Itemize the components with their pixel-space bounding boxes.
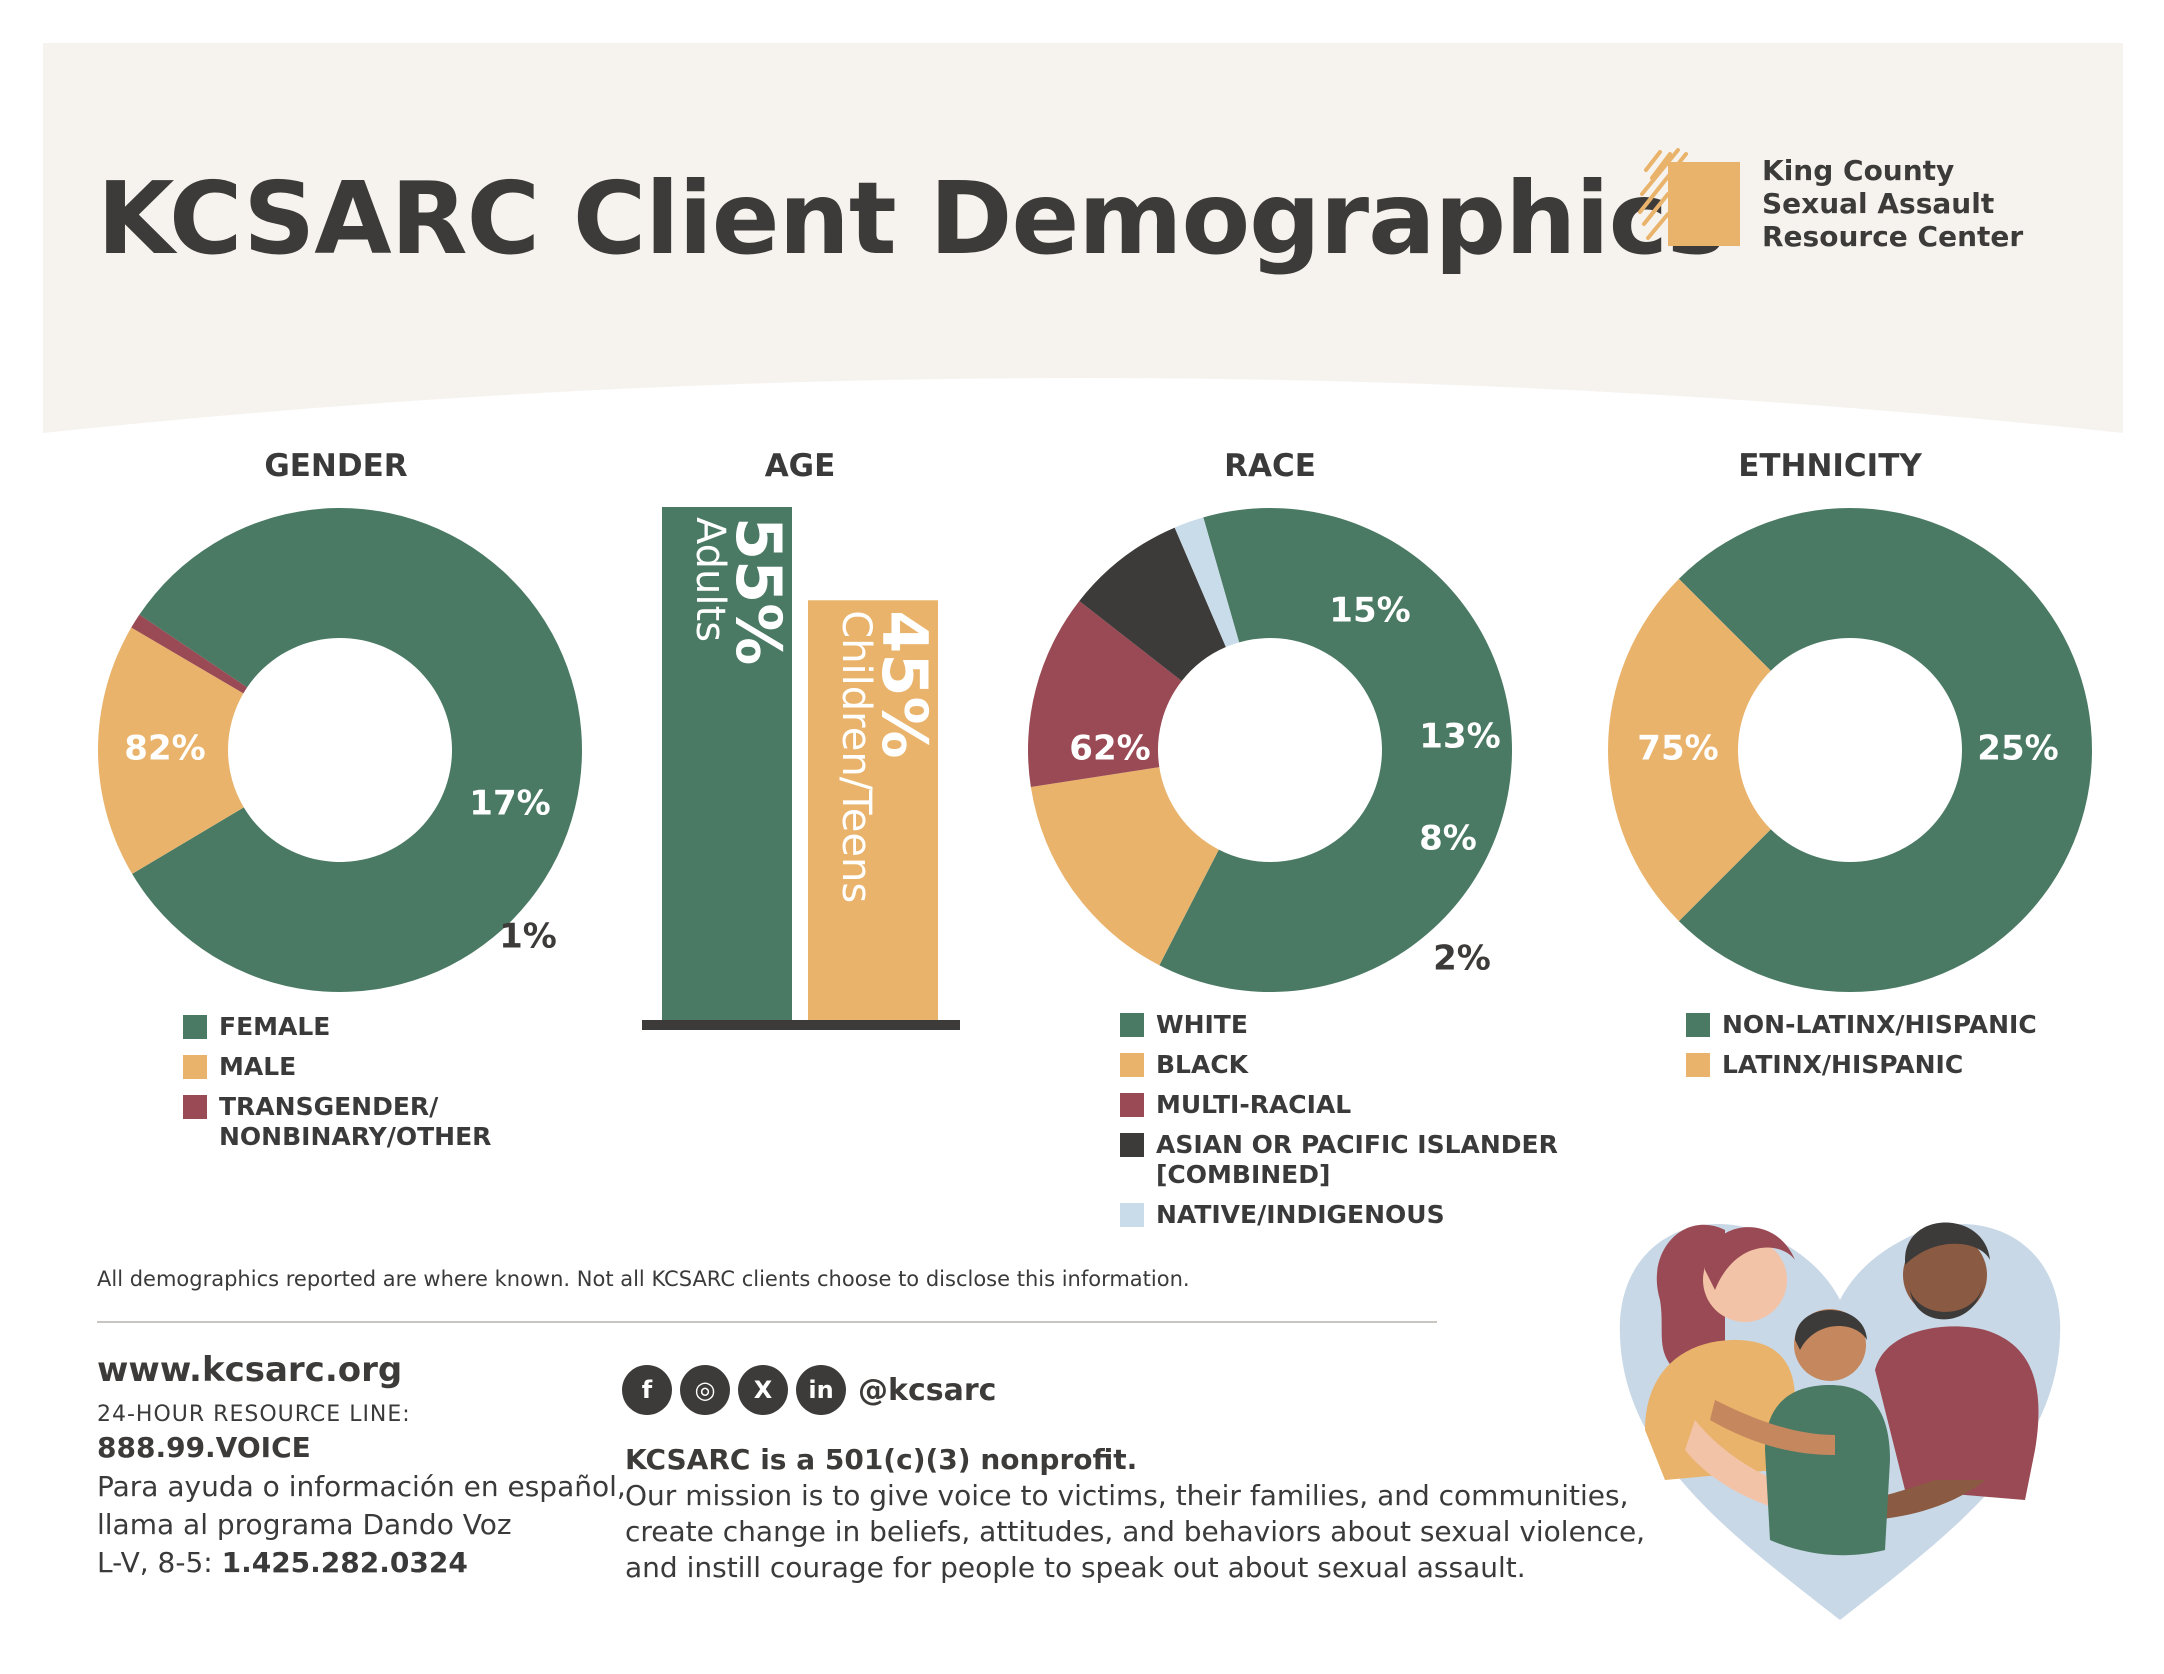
age-value-children-teens: 45%	[868, 610, 941, 758]
race-legend-item: ASIAN OR PACIFIC ISLANDER [COMBINED]	[1120, 1130, 1558, 1190]
mission-line-1: Our mission is to give voice to victims,…	[625, 1479, 1629, 1512]
legend-swatch	[1120, 1013, 1144, 1037]
header-band	[43, 43, 2123, 433]
race-slice-asian-or-pacific-islander	[1079, 527, 1226, 682]
race-slice-multi-racial	[1028, 601, 1182, 788]
contact-block: www.kcsarc.org 24-HOUR RESOURCE LINE: 88…	[97, 1350, 637, 1582]
legend-swatch	[1120, 1053, 1144, 1077]
legend-label: NATIVE/INDIGENOUS	[1156, 1200, 1445, 1229]
spanish-hours: L-V, 8-5:	[97, 1546, 222, 1579]
legend-swatch	[1686, 1053, 1710, 1077]
spanish-line-3: L-V, 8-5: 1.425.282.0324	[97, 1544, 637, 1582]
legend-label: BLACK	[1156, 1050, 1249, 1079]
race-slice-black	[1030, 767, 1219, 966]
legend-label: NON-LATINX/HISPANIC	[1722, 1010, 2037, 1039]
race-legend-item: NATIVE/INDIGENOUS	[1120, 1200, 1558, 1230]
ethnicity-slice-latinx-hispanic	[1608, 578, 1771, 922]
legend-swatch	[183, 1095, 207, 1119]
race-slice-white	[1159, 508, 1512, 992]
race-label-white: 62%	[1069, 729, 1150, 769]
gender-heading: GENDER	[264, 448, 408, 484]
gender-label-male: 17%	[469, 784, 550, 824]
social-handle[interactable]: @kcsarc	[858, 1372, 997, 1408]
race-legend: WHITE BLACK MULTI-RACIAL ASIAN OR PACIFIC I…	[1120, 1010, 1558, 1240]
gender-slice-transgender	[131, 614, 248, 694]
legend-label: FEMALE	[219, 1012, 331, 1041]
resource-line-label: 24-HOUR RESOURCE LINE:	[97, 1402, 411, 1427]
website-link[interactable]: www.kcsarc.org	[97, 1350, 403, 1390]
age-category-adults: Adults	[687, 517, 733, 642]
social-links: f ◎ X in @kcsarc	[622, 1365, 996, 1415]
legend-label: MALE	[219, 1052, 297, 1081]
ethnicity-heading: ETHNICITY	[1738, 448, 1922, 484]
spanish-phone[interactable]: 1.425.282.0324	[221, 1546, 468, 1579]
x-icon[interactable]: X	[738, 1365, 788, 1415]
page-title: KCSARC Client Demographics	[97, 160, 1726, 277]
gender-legend-item: FEMALE	[183, 1012, 491, 1042]
facebook-icon[interactable]: f	[622, 1365, 672, 1415]
legend-label: LATINX/HISPANIC	[1722, 1050, 1964, 1079]
legend-swatch	[183, 1055, 207, 1079]
legend-swatch	[1120, 1133, 1144, 1157]
ethnicity-legend-item: LATINX/HISPANIC	[1686, 1050, 2037, 1080]
legend-swatch	[1120, 1203, 1144, 1227]
gender-label-transgender: 1%	[499, 917, 557, 957]
legend-label: TRANSGENDER/ NONBINARY/OTHER	[219, 1092, 492, 1151]
age-value-adults: 55%	[722, 517, 795, 665]
logo-line-1: King County	[1762, 154, 1955, 187]
race-slice-native-indigenous	[1174, 517, 1240, 648]
race-donut-chart: 62% 15% 13% 8% 2%	[1028, 508, 1512, 992]
logo-line-2: Sexual Assault	[1762, 187, 1995, 220]
mission-block: KCSARC is a 501(c)(3) nonprofit. Our mis…	[625, 1443, 1655, 1586]
age-heading: AGE	[764, 448, 836, 484]
ethnicity-donut-chart: 75% 25%	[1608, 507, 2092, 992]
gender-legend-item: MALE	[183, 1052, 491, 1082]
logo-line-3: Resource Center	[1762, 220, 2024, 253]
nonprofit-statement: KCSARC is a 501(c)(3) nonprofit.	[625, 1443, 1138, 1476]
race-legend-item: WHITE	[1120, 1010, 1558, 1040]
race-legend-item: BLACK	[1120, 1050, 1558, 1080]
race-heading: RACE	[1224, 448, 1316, 484]
disclaimer: All demographics reported are where know…	[97, 1267, 1190, 1291]
legend-swatch	[1686, 1013, 1710, 1037]
mission-line-3: and instill courage for people to speak …	[625, 1551, 1526, 1584]
mission-line-2: create change in beliefs, attitudes, and…	[625, 1515, 1646, 1548]
legend-swatch	[183, 1015, 207, 1039]
age-bar-children-teens	[808, 600, 938, 1020]
legend-label: MULTI-RACIAL	[1156, 1090, 1352, 1119]
linkedin-icon[interactable]: in	[796, 1365, 846, 1415]
age-bar-adults	[662, 507, 792, 1020]
spanish-line-1: Para ayuda o información en español,	[97, 1470, 626, 1503]
instagram-icon[interactable]: ◎	[680, 1365, 730, 1415]
race-label-native-indigenous: 2%	[1433, 939, 1491, 979]
gender-legend: FEMALE MALE TRANSGENDER/ NONBINARY/OTHER	[183, 1012, 491, 1162]
logo-mark	[1638, 148, 1740, 246]
legend-swatch	[1120, 1093, 1144, 1117]
race-legend-item: MULTI-RACIAL	[1120, 1090, 1558, 1120]
ethnicity-label-latinx-hispanic: 25%	[1977, 729, 2058, 769]
logo-text: King County Sexual Assault Resource Cent…	[1762, 154, 2023, 253]
resource-phone[interactable]: 888.99.VOICE	[97, 1431, 311, 1464]
spanish-line-2: llama al programa Dando Voz	[97, 1508, 512, 1541]
legend-label: WHITE	[1156, 1010, 1248, 1039]
family-illustration	[1619, 1222, 2061, 1620]
gender-slice-male	[97, 627, 244, 874]
gender-label-female: 82%	[124, 729, 205, 769]
ethnicity-legend: NON-LATINX/HISPANIC LATINX/HISPANIC	[1686, 1010, 2037, 1090]
age-baseline	[642, 1020, 960, 1030]
ethnicity-label-non-latinx-hispanic: 75%	[1637, 729, 1718, 769]
divider	[97, 1321, 1437, 1323]
legend-label: ASIAN OR PACIFIC ISLANDER [COMBINED]	[1156, 1130, 1558, 1189]
race-label-asian-or-pacific-islander: 8%	[1419, 819, 1477, 859]
gender-donut-chart: 82% 17% 1%	[97, 507, 582, 992]
age-category-children-teens: Children/Teens	[833, 610, 879, 903]
ethnicity-legend-item: NON-LATINX/HISPANIC	[1686, 1010, 2037, 1040]
race-label-black: 15%	[1329, 591, 1410, 631]
race-label-multi-racial: 13%	[1419, 717, 1500, 757]
gender-slice-female	[132, 507, 582, 992]
age-bar-chart: 55%Adults 45%Children/Teens	[642, 507, 960, 1030]
ethnicity-slice-non-latinx-hispanic	[1678, 507, 2092, 992]
gender-legend-item: TRANSGENDER/ NONBINARY/OTHER	[183, 1092, 491, 1152]
